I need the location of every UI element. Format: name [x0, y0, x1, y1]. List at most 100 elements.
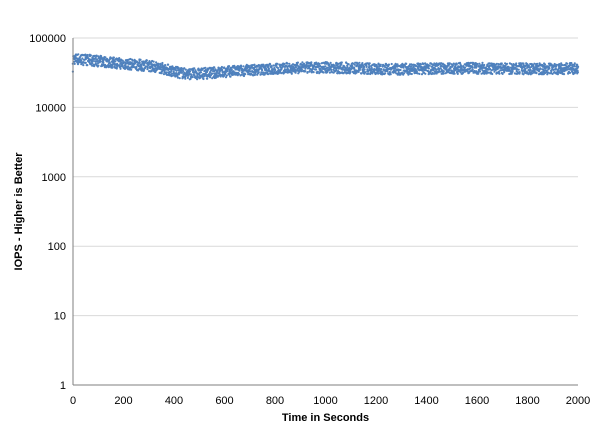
x-tick-label: 600: [215, 395, 233, 407]
data-point: [427, 67, 430, 70]
data-point: [94, 60, 98, 63]
data-point: [252, 71, 255, 74]
data-point: [260, 71, 263, 74]
data-point: [308, 70, 311, 73]
data-point: [249, 67, 252, 70]
data-point: [396, 63, 399, 66]
data-point: [165, 71, 168, 74]
data-point: [445, 67, 448, 70]
data-point: [517, 71, 520, 74]
data-point: [189, 77, 192, 80]
x-tick-label: 800: [266, 395, 284, 407]
data-point: [389, 73, 392, 76]
data-point: [162, 73, 166, 76]
data-point: [315, 61, 318, 64]
data-point: [347, 63, 350, 66]
data-point: [287, 68, 290, 71]
data-point: [267, 67, 270, 70]
data-point: [290, 72, 293, 75]
data-point: [196, 78, 199, 81]
x-tick-label: 400: [165, 395, 183, 407]
data-point: [226, 70, 229, 73]
data-point: [360, 65, 363, 68]
data-point: [252, 74, 255, 77]
gridlines: [73, 37, 578, 317]
data-point: [333, 64, 336, 67]
data-point: [190, 73, 193, 76]
data-point: [206, 77, 209, 80]
data-point: [139, 58, 142, 61]
data-point: [175, 69, 178, 72]
data-point: [397, 71, 400, 74]
data-point: [326, 66, 329, 69]
data-point: [566, 62, 569, 65]
data-point: [507, 65, 510, 68]
data-point: [257, 71, 260, 74]
data-point: [294, 66, 297, 69]
data-point: [119, 67, 122, 70]
data-point: [318, 62, 321, 66]
data-point: [500, 62, 503, 65]
data-point: [161, 61, 164, 65]
x-axis-title: Time in Seconds: [282, 412, 369, 424]
data-point: [254, 72, 257, 75]
data-point: [478, 70, 482, 73]
data-point: [481, 61, 484, 64]
data-point: [349, 71, 352, 74]
data-point: [551, 72, 554, 75]
data-point: [440, 62, 443, 65]
data-point: [376, 66, 379, 69]
data-point: [555, 63, 558, 66]
data-point: [576, 64, 579, 67]
data-point: [559, 65, 562, 68]
x-tick-label: 1200: [364, 395, 388, 407]
data-point: [495, 62, 498, 65]
data-point: [224, 71, 227, 74]
data-point: [309, 64, 312, 67]
data-point: [118, 57, 121, 60]
data-point: [399, 68, 402, 72]
data-point: [471, 68, 474, 71]
data-point: [148, 60, 151, 63]
data-point: [302, 62, 306, 65]
data-point: [212, 68, 215, 71]
data-point: [91, 62, 94, 65]
data-point: [361, 62, 364, 65]
data-point: [159, 64, 162, 67]
data-point: [375, 65, 379, 68]
data-point: [267, 64, 270, 67]
data-point: [310, 61, 313, 64]
data-point: [152, 60, 155, 63]
data-point: [229, 75, 232, 78]
data-point: [522, 62, 525, 65]
data-point: [82, 64, 85, 67]
data-point: [253, 63, 256, 66]
data-point: [244, 73, 247, 76]
data-point: [477, 65, 480, 68]
data-point: [529, 68, 532, 71]
data-point: [228, 73, 231, 76]
data-point: [184, 68, 187, 71]
data-point: [472, 71, 475, 74]
data-point: [276, 66, 279, 69]
data-point: [112, 56, 115, 59]
data-point: [91, 60, 94, 63]
data-point: [396, 65, 399, 68]
data-point: [390, 62, 393, 66]
data-point: [336, 72, 339, 75]
data-point: [524, 67, 527, 70]
data-point: [304, 70, 307, 73]
data-point: [501, 72, 504, 75]
data-point: [193, 74, 196, 77]
data-point: [89, 54, 92, 57]
data-point: [77, 53, 80, 56]
data-point: [424, 72, 427, 75]
data-point: [448, 62, 451, 65]
data-point: [364, 71, 367, 74]
data-point: [353, 63, 356, 66]
data-point: [177, 66, 180, 70]
data-point: [536, 67, 540, 70]
data-point: [328, 71, 331, 74]
data-point: [416, 72, 419, 75]
data-point: [566, 66, 570, 69]
